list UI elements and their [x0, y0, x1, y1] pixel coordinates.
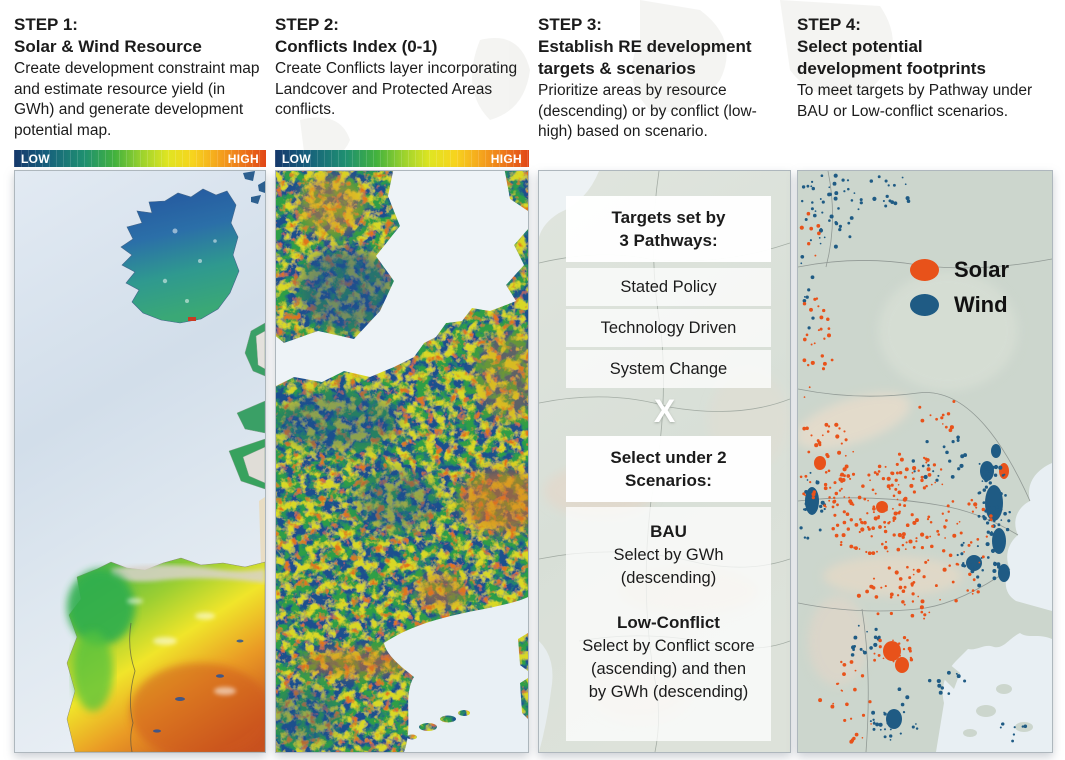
cantabrian-ridge	[111, 565, 265, 583]
west-coast-slivers	[228, 322, 265, 490]
scenarios-header-line2: Scenarios:	[625, 471, 712, 490]
step1-colorbar: LOW HIGH	[14, 150, 266, 167]
step3-header: STEP 3: Establish RE development targets…	[538, 14, 791, 170]
step4-footprints-map: Solar Wind	[797, 170, 1053, 753]
step3-title: Establish RE development targets & scena…	[538, 36, 791, 80]
step2-label: STEP 2:	[275, 15, 339, 34]
reservoirs	[153, 639, 244, 733]
step2-description: Create Conflicts layer incorporating Lan…	[275, 60, 518, 118]
adriatic-hint	[539, 641, 553, 752]
step2-colorbar-low-label: LOW	[282, 151, 311, 166]
pathway-stated-policy: Stated Policy	[566, 268, 771, 306]
footprint-dot-clusters	[799, 173, 1028, 744]
step1-colorbar-high-label: HIGH	[227, 151, 259, 166]
wind-blobs	[805, 444, 1010, 729]
portugal-green	[73, 631, 113, 711]
solar-blobs	[814, 456, 1009, 673]
step2-colorbar: LOW HIGH	[275, 150, 529, 167]
footprints-map-svg	[798, 171, 1052, 752]
step4-label: STEP 4:	[797, 15, 861, 34]
resource-map-svg	[15, 171, 265, 752]
portugal-border	[129, 622, 136, 752]
scenario-bau-name: BAU	[650, 522, 687, 541]
step2-header: STEP 2: Conflicts Index (0-1) Create Con…	[275, 14, 529, 150]
legend-wind-row: Wind	[910, 292, 1009, 318]
scenarios-header-text: Select under 2 Scenarios:	[566, 436, 771, 502]
step4-column: STEP 4: Select potential development foo…	[797, 14, 1053, 753]
step4-header: STEP 4: Select potential development foo…	[797, 14, 1053, 170]
legend-wind-label: Wind	[954, 292, 1008, 317]
scenario-low-conflict-detail: Select by Conflict score (ascending) and…	[582, 637, 755, 701]
scenarios-detail-box: BAU Select by GWh (descending) Low-Confl…	[566, 507, 771, 741]
ireland-mask-speckle	[162, 228, 217, 303]
cross-multiply-mark: X	[653, 393, 676, 429]
wind-dot-icon	[910, 294, 939, 316]
step3-title-line2: targets & scenarios	[538, 59, 696, 78]
conflict-emphasis	[276, 176, 528, 746]
step1-header: STEP 1: Solar & Wind Resource Create dev…	[14, 14, 266, 150]
med-islands	[407, 633, 528, 740]
pathways-list: Stated Policy Technology Driven System C…	[566, 265, 771, 388]
scenarios-header-box: Select under 2 Scenarios:	[566, 436, 771, 502]
step1-resource-map	[14, 170, 266, 753]
step3-title-line1: Establish RE development	[538, 37, 752, 56]
scenarios-header-line1: Select under 2	[610, 448, 727, 467]
step3-scenario-panel: Targets set by 3 Pathways: Stated Policy…	[538, 170, 791, 753]
step2-title: Conflicts Index (0-1)	[275, 37, 438, 56]
iberia-mask-speckle	[127, 598, 236, 695]
ireland-south-hotspot	[188, 317, 196, 321]
biscay-coast-sliver	[259, 497, 265, 569]
scenario-low-conflict-name: Low-Conflict	[617, 613, 720, 632]
ireland-shape	[120, 188, 240, 324]
step2-conflicts-map	[275, 170, 529, 753]
step4-title-line2: development footprints	[797, 59, 986, 78]
step3-label: STEP 3:	[538, 15, 602, 34]
pathways-header-box: Targets set by 3 Pathways:	[566, 196, 771, 262]
step2-colorbar-high-label: HIGH	[490, 151, 522, 166]
step4-title: Select potential development footprints	[797, 36, 1053, 80]
black-sea	[1005, 463, 1052, 611]
step1-colorbar-low-label: LOW	[21, 151, 50, 166]
scenario-low-conflict: Low-Conflict Select by Conflict score (a…	[574, 612, 763, 704]
step1-title: Solar & Wind Resource	[14, 37, 202, 56]
pathways-header-text: Targets set by 3 Pathways:	[566, 196, 771, 262]
step1-description: Create development constraint map and es…	[14, 60, 260, 139]
mediterranean-sea	[384, 597, 528, 752]
step2-column: STEP 2: Conflicts Index (0-1) Create Con…	[275, 14, 529, 753]
solar-dot-icon	[910, 259, 939, 281]
pathway-technology-driven: Technology Driven	[566, 309, 771, 347]
step4-description: To meet targets by Pathway under BAU or …	[797, 82, 1033, 120]
galicia-green	[67, 569, 135, 645]
legend-solar-label: Solar	[954, 257, 1010, 282]
conflicts-map-svg	[276, 171, 528, 752]
legend-solar-row: Solar	[910, 257, 1009, 283]
step3-column: STEP 3: Establish RE development targets…	[538, 14, 791, 753]
step3-description: Prioritize areas by resource (descending…	[538, 82, 757, 140]
scenario-bau: BAU Select by GWh (descending)	[574, 521, 763, 590]
pathways-header-line1: Targets set by	[611, 208, 726, 227]
scenario-bau-detail: Select by GWh (descending)	[613, 546, 724, 587]
map-legend: Solar Wind	[910, 257, 1009, 327]
south-spain-hot	[130, 663, 265, 752]
step1-column: STEP 1: Solar & Wind Resource Create dev…	[14, 14, 266, 753]
step1-label: STEP 1:	[14, 15, 78, 34]
pathway-system-change: System Change	[566, 350, 771, 388]
pathways-header-line2: 3 Pathways:	[619, 231, 718, 250]
step4-title-line1: Select potential	[797, 37, 923, 56]
scottish-isles	[243, 171, 265, 204]
